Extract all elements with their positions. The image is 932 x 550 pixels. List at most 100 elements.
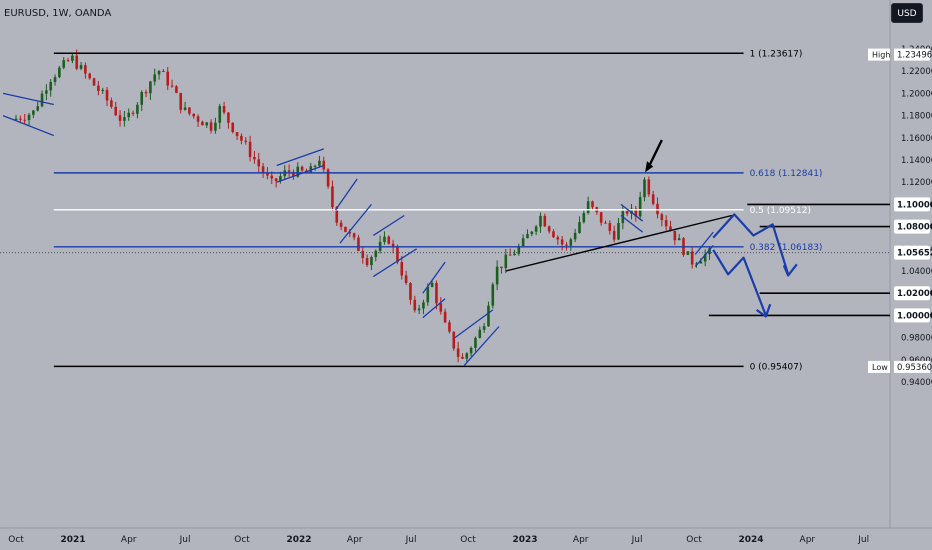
candle-body (487, 305, 490, 327)
candle-body (656, 203, 659, 215)
candle-body (266, 173, 269, 176)
candle-body (14, 118, 18, 121)
candle-body (79, 65, 83, 69)
candle-body (114, 106, 118, 116)
current-price-label-text: 1.05652 (897, 249, 932, 259)
candle-body (19, 118, 22, 120)
candle-body (374, 250, 378, 258)
candle-body (157, 70, 161, 75)
candle-body (426, 286, 430, 303)
candle-body (391, 243, 395, 247)
candle-body (183, 107, 187, 110)
channel-line (2, 92, 54, 106)
candle-body (465, 353, 469, 359)
candle-body (300, 166, 304, 171)
candle-body (686, 251, 690, 255)
channel-line (454, 309, 494, 339)
candle-body (97, 85, 100, 91)
fib-label: 0.382 (1.06183) (750, 243, 823, 253)
candle-body (400, 262, 404, 276)
candle-body (560, 239, 564, 245)
candle-body (586, 201, 590, 214)
candle-body (474, 337, 477, 348)
candle-body (643, 179, 646, 198)
candle-body (326, 169, 330, 187)
y-tick-label: 1.22000 (901, 67, 932, 77)
candle-body (617, 223, 620, 240)
candle-body (569, 239, 573, 246)
level-price-label-text: 1.02000 (897, 289, 932, 299)
fib-label: 0.5 (1.09512) (750, 206, 811, 216)
candle-body (677, 238, 681, 241)
pattern-lines (2, 92, 732, 366)
fib-label: 0 (0.95407) (750, 362, 803, 372)
candle-body (166, 71, 170, 86)
candle-body (699, 261, 703, 264)
candle-body (500, 266, 503, 269)
candle-body (192, 113, 196, 117)
candle-body (703, 254, 707, 262)
candle-body (196, 116, 200, 122)
candle-body (417, 308, 421, 311)
candle-body (36, 106, 40, 111)
candle-body (404, 275, 408, 284)
x-tick-label: Jul (179, 535, 191, 545)
candle-body (352, 233, 356, 238)
candle-body (248, 141, 252, 158)
candle-body (53, 77, 57, 83)
x-tick-label: Apr (121, 535, 137, 545)
candle-body (556, 237, 560, 240)
channel-line (694, 231, 714, 255)
candle-body (435, 283, 438, 304)
candle-body (651, 194, 655, 204)
candle-body (296, 166, 300, 177)
candle-body (162, 70, 165, 72)
candle-body (23, 119, 27, 121)
candle-body (49, 82, 53, 91)
candle-body (344, 226, 347, 232)
fib-label: 1 (1.23617) (750, 49, 803, 59)
candle-body (647, 179, 651, 195)
candle-body (153, 74, 157, 82)
candle-body (149, 81, 152, 94)
y-tick-label: 1.18000 (901, 112, 932, 122)
candle-body (240, 135, 243, 141)
channel-line (276, 164, 324, 183)
high-marker-tag: High (872, 51, 890, 60)
x-tick-label: Oct (686, 535, 702, 545)
channel-line (694, 245, 714, 267)
candle-body (201, 121, 204, 126)
horizontal-levels (0, 203, 890, 317)
candle-body (75, 55, 79, 69)
currency-button[interactable]: USD (891, 3, 923, 23)
candle-body (469, 347, 473, 354)
candle-body (244, 140, 248, 142)
candle-body (127, 112, 131, 118)
candle-body (40, 93, 44, 107)
channel-line (2, 114, 55, 137)
candle-body (526, 234, 529, 239)
candle-body (664, 220, 668, 227)
x-tick-label: Jul (631, 535, 643, 545)
symbol-title: EURUSD, 1W, OANDA (4, 8, 112, 19)
x-tick-label: Oct (460, 535, 476, 545)
candle-body (253, 157, 256, 160)
candle-body (27, 114, 31, 121)
candle-body (88, 73, 92, 79)
candle-body (461, 356, 464, 359)
candle-body (508, 254, 512, 256)
candle-body (612, 230, 616, 240)
low-marker-value: 0.95360 (897, 363, 932, 373)
candle-body (634, 208, 638, 217)
candle-body (222, 106, 226, 113)
candle-body (227, 112, 230, 123)
candle-body (552, 231, 555, 238)
candle-body (45, 90, 48, 94)
candle-body (443, 311, 447, 323)
candle-body (478, 329, 482, 338)
level-price-label-box (894, 308, 930, 323)
